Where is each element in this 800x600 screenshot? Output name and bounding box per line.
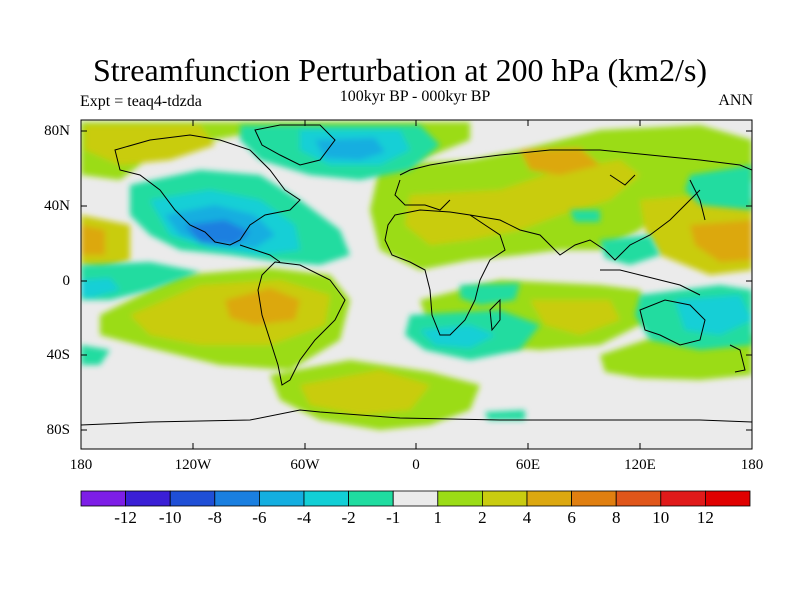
- lat-tick-label: 40N: [44, 198, 70, 214]
- lat-tick-label: 80S: [46, 422, 70, 438]
- lon-tick-label: 120E: [624, 457, 656, 473]
- colorbar-swatch: [303, 490, 349, 507]
- colorbar-swatch: [526, 490, 572, 507]
- negative-anomaly-regions: [81, 125, 752, 420]
- colorbar-swatch: [125, 490, 171, 507]
- colorbar-swatch: [392, 490, 439, 507]
- chart-title: Streamfunction Perturbation at 200 hPa (…: [92, 52, 708, 88]
- colorbar-label: 4: [522, 508, 532, 527]
- lat-tick-label: 0: [62, 273, 71, 289]
- colorbar-swatch: [660, 490, 706, 507]
- colorbar-swatch: [705, 490, 751, 507]
- colorbar-swatch: [258, 490, 305, 507]
- colorbar-label: 8: [611, 508, 621, 527]
- field-layer: [81, 120, 752, 449]
- colorbar-label: -6: [252, 508, 267, 527]
- colorbar-swatch: [571, 490, 617, 507]
- lon-tick-label: 0: [412, 457, 420, 473]
- colorbar-swatch: [348, 490, 394, 507]
- colorbar-label: -10: [158, 508, 182, 527]
- colorbar-label: -1: [386, 508, 401, 527]
- lon-tick-label: 180: [740, 457, 764, 473]
- tick-marks: [80, 120, 753, 449]
- colorbar-label: -8: [207, 508, 222, 527]
- colorbar-label: -4: [296, 508, 312, 527]
- lon-tick-label: 180: [69, 457, 93, 473]
- lat-tick-label: 80N: [44, 123, 70, 139]
- lat-tick-label: 40S: [46, 347, 70, 363]
- colorbar-label: 12: [696, 508, 714, 527]
- colorbar-swatch: [437, 490, 483, 507]
- colorbar-swatch: [214, 490, 260, 507]
- colorbar-label: -12: [114, 508, 137, 527]
- season-label: ANN: [718, 92, 753, 109]
- lon-tick-label: 120W: [174, 457, 212, 473]
- colorbar-label: 1: [433, 508, 443, 527]
- colorbar: [80, 490, 751, 507]
- colorbar-label: -2: [341, 508, 356, 527]
- colorbar-label: 2: [478, 508, 487, 527]
- colorbar-swatch: [80, 490, 126, 507]
- chart-subtitle: 100kyr BP - 000kyr BP: [339, 88, 491, 105]
- lon-tick-label: 60W: [290, 457, 320, 473]
- colorbar-swatch: [615, 490, 662, 507]
- colorbar-label: 6: [567, 508, 576, 527]
- colorbar-swatch: [169, 490, 216, 507]
- experiment-label: Expt = teaq4-tdzda: [80, 93, 202, 110]
- colorbar-label: 10: [652, 508, 670, 527]
- colorbar-swatch: [481, 490, 528, 507]
- lon-tick-label: 60E: [515, 457, 541, 473]
- continent-outlines: [81, 124, 752, 426]
